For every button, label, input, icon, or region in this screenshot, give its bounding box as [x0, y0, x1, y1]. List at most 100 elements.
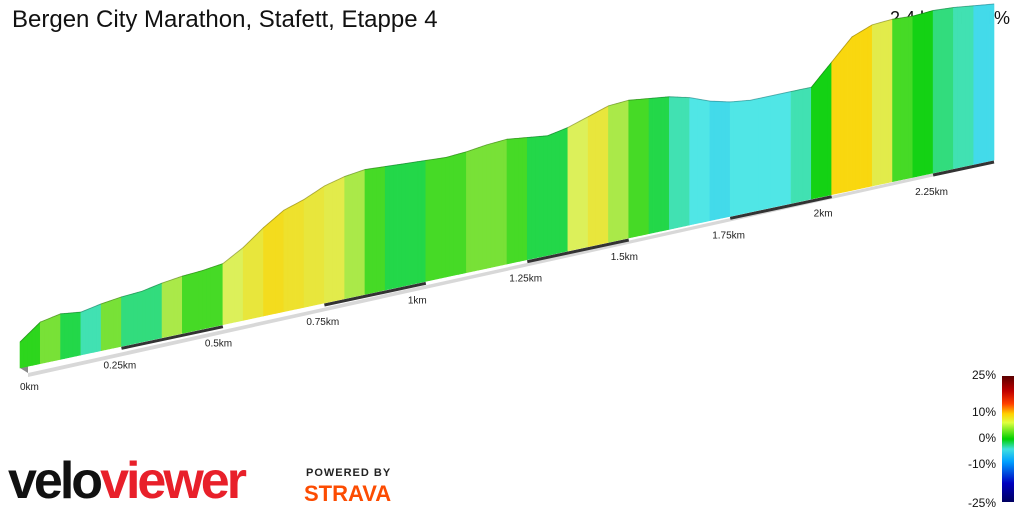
profile-slice — [214, 264, 220, 327]
road-stripe — [526, 238, 630, 264]
profile-slice — [137, 290, 143, 344]
profile-slice — [380, 166, 386, 292]
profile-slice — [397, 163, 402, 288]
profile-slice — [717, 101, 723, 220]
profile-slice — [721, 101, 727, 219]
profile-slice — [535, 136, 540, 259]
profile-slice — [324, 183, 329, 304]
profile-slice — [632, 99, 638, 238]
profile-slice — [279, 209, 285, 313]
logo-part-velo: velo — [8, 452, 103, 510]
profile-slice — [871, 23, 877, 187]
profile-slice — [539, 135, 544, 258]
profile-slice — [482, 144, 488, 270]
profile-slice — [84, 308, 90, 355]
profile-top-line — [19, 3, 995, 343]
profile-slice — [340, 175, 345, 300]
profile-slice — [551, 131, 557, 255]
profile-slice — [421, 160, 427, 283]
profile-slice — [295, 201, 301, 310]
profile-slice — [563, 127, 569, 253]
profile-slice — [242, 242, 248, 321]
profile-slice — [855, 31, 861, 190]
profile-slice — [778, 92, 784, 207]
profile-slice — [543, 135, 548, 257]
profile-slice — [31, 325, 37, 366]
profile-slice — [222, 259, 228, 326]
profile-slice — [121, 295, 126, 347]
profile-slice — [35, 321, 41, 365]
profile-slice — [332, 179, 337, 302]
profile-slice — [567, 124, 573, 252]
profile-slice — [502, 138, 508, 266]
veloviewer-logo[interactable]: veloviewer — [8, 452, 247, 510]
profile-slice — [514, 137, 520, 263]
profile-slice — [68, 312, 74, 358]
profile-slice — [510, 138, 516, 264]
profile-slice — [977, 4, 983, 164]
profile-slice — [689, 97, 694, 226]
profile-slice — [19, 337, 25, 369]
profile-slice — [912, 14, 918, 178]
profile-slice — [624, 99, 630, 240]
x-tick-label: 2.25km — [915, 187, 948, 198]
profile-slice — [867, 24, 873, 188]
profile-slice — [693, 97, 699, 225]
profile-slice — [940, 8, 946, 172]
road-stripe — [121, 325, 224, 350]
profile-slice — [526, 136, 532, 261]
legend-label-max: 25% — [971, 368, 996, 382]
profile-slice — [113, 297, 118, 349]
profile-slice — [466, 149, 471, 274]
profile-slice — [600, 107, 605, 245]
legend-label-zero: 0% — [978, 431, 996, 445]
profile-slice — [746, 99, 751, 214]
profile-slice — [595, 109, 601, 246]
profile-slice — [944, 7, 950, 171]
x-tick-label: 1.5km — [611, 252, 638, 263]
profile-slice — [409, 161, 414, 286]
profile-slice — [23, 333, 29, 368]
profile-slice — [859, 29, 865, 189]
profile-slice — [299, 198, 305, 309]
profile-slice — [234, 250, 240, 323]
profile-slice — [348, 173, 354, 299]
profile-slice — [831, 56, 837, 196]
profile-slice — [579, 118, 585, 249]
profile-slice — [575, 120, 581, 250]
profile-slice — [506, 138, 512, 265]
profile-slice — [267, 220, 272, 316]
profile-slice — [173, 277, 179, 336]
profile-slice — [238, 246, 244, 322]
profile-slice — [758, 97, 763, 211]
profile-slice — [287, 205, 293, 312]
profile-slice — [226, 256, 232, 325]
profile-slice — [957, 6, 962, 169]
profile-slice — [177, 275, 183, 335]
profile-slice — [819, 71, 824, 198]
profile-slice — [437, 157, 443, 280]
profile-slice — [916, 13, 922, 177]
powered-by-label: POWERED BY — [306, 467, 392, 479]
profile-slice — [774, 93, 780, 208]
profile-slice — [616, 102, 621, 241]
profile-slice — [104, 300, 110, 351]
profile-slice — [251, 234, 256, 319]
strava-logo[interactable]: STRAVA — [304, 481, 392, 506]
profile-slice — [681, 96, 686, 228]
road-stripe — [324, 281, 427, 307]
profile-slice — [644, 98, 650, 235]
profile-slice — [210, 265, 216, 328]
profile-slice — [372, 167, 378, 293]
profile-slice — [48, 316, 53, 363]
x-tick-label: 1km — [408, 295, 427, 306]
profile-slice — [389, 164, 394, 290]
profile-slice — [660, 96, 666, 232]
profile-slice — [936, 8, 942, 173]
profile-slice — [129, 293, 134, 345]
profile-slice — [770, 94, 776, 209]
profile-slice — [786, 91, 792, 205]
profile-slice — [823, 66, 828, 197]
profile-slice — [896, 17, 901, 182]
x-tick-label: 2km — [814, 209, 833, 220]
